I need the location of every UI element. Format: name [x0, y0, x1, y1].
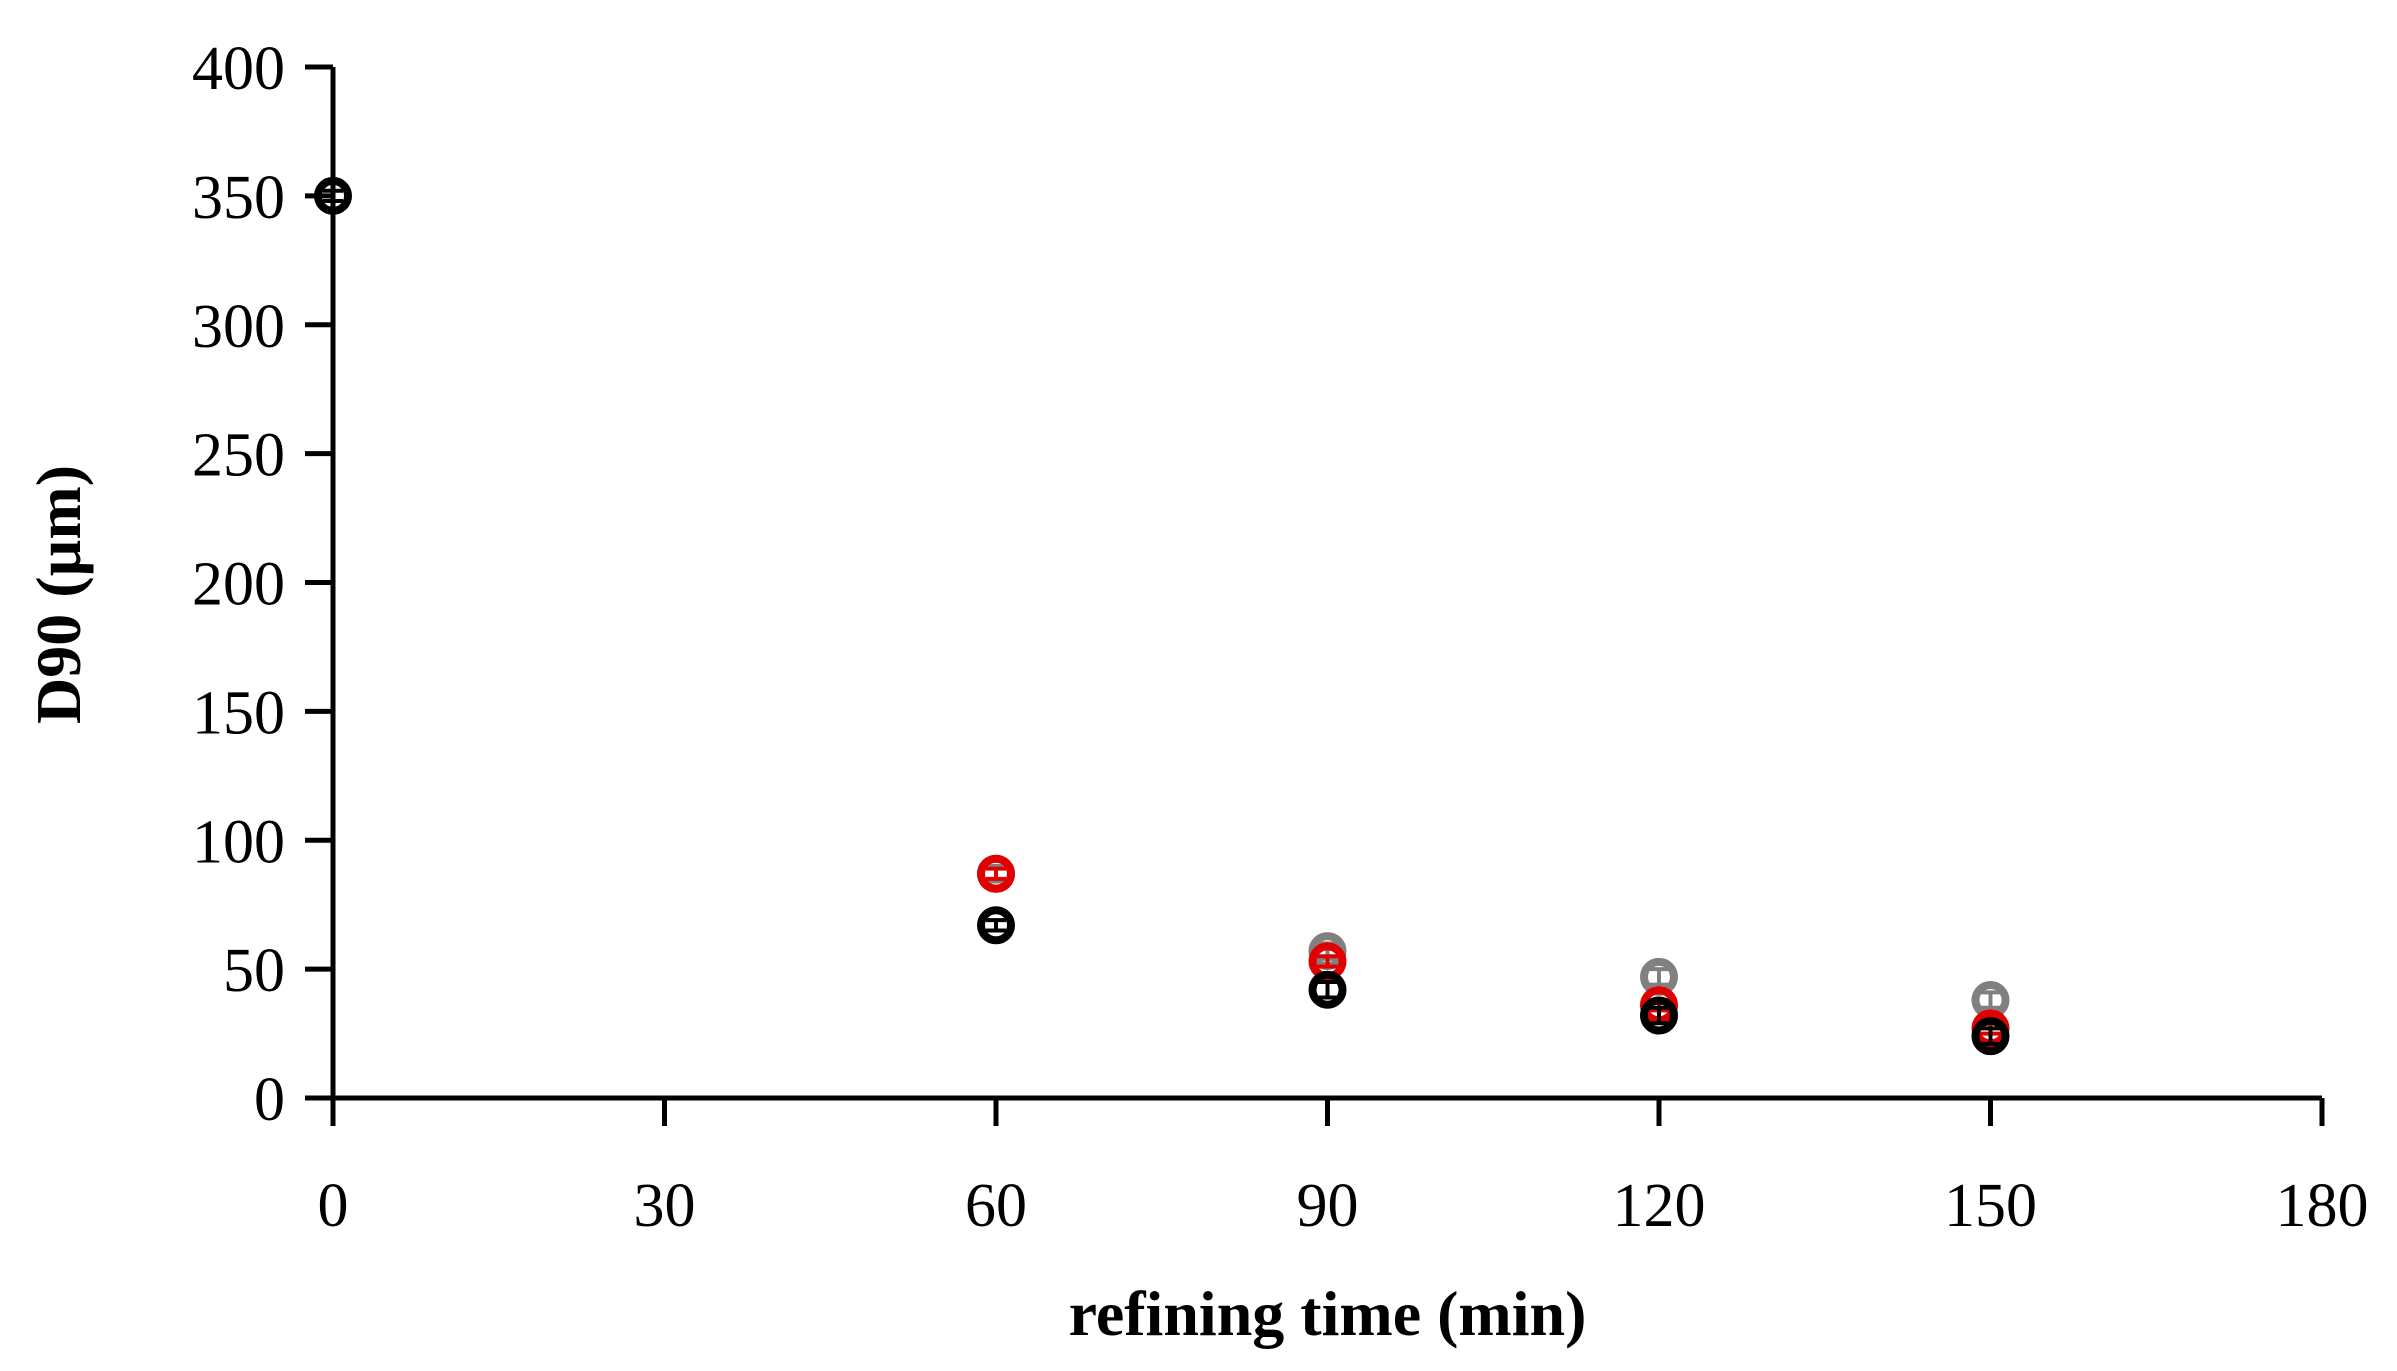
- series-2: [977, 854, 2010, 1048]
- data-point: [977, 906, 1015, 945]
- data-points: [314, 176, 2010, 1056]
- data-point: [1640, 996, 1678, 1035]
- data-point: [977, 854, 1015, 893]
- y-tick-label: 300: [192, 293, 285, 361]
- x-tick-label: 0: [318, 1172, 349, 1240]
- y-tick-label: 200: [192, 551, 285, 619]
- y-tick-label: 0: [254, 1066, 285, 1134]
- ticks: 0 50 100 150 200 250 300 350 400 0 30 60 90 120 150 180: [192, 35, 2369, 1240]
- y-axis-title: D90 (µm): [23, 465, 94, 724]
- x-tick-label: 150: [1944, 1172, 2037, 1240]
- y-tick-label: 50: [223, 937, 285, 1005]
- x-tick-label: 180: [2276, 1172, 2369, 1240]
- x-tick-label: 120: [1613, 1172, 1706, 1240]
- data-point: [1971, 1017, 2010, 1056]
- y-tick-label: 350: [192, 164, 285, 232]
- x-tick-label: 30: [634, 1172, 696, 1240]
- data-point: [1308, 970, 1347, 1009]
- series-3: [314, 176, 2010, 1056]
- x-tick-label: 60: [965, 1172, 1027, 1240]
- y-tick-label: 250: [192, 422, 285, 490]
- y-tick-label: 400: [192, 35, 285, 103]
- y-tick-label: 100: [192, 808, 285, 876]
- data-point: [314, 176, 352, 215]
- series-1: [977, 854, 2010, 1020]
- x-tick-label: 90: [1297, 1172, 1359, 1240]
- x-axis-title: refining time (min): [1069, 1278, 1587, 1349]
- y-tick-label: 150: [192, 679, 285, 747]
